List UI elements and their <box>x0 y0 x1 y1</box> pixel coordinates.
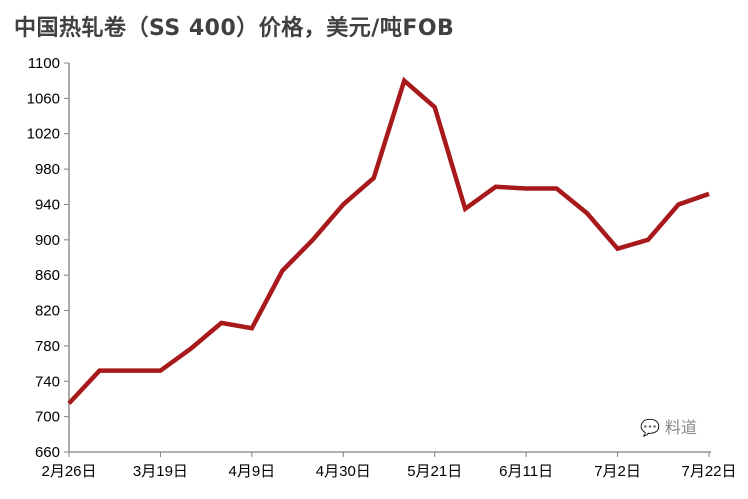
x-tick-label: 4月9日 <box>229 463 276 480</box>
watermark: 💬 料道 <box>640 418 697 438</box>
x-tick-label: 7月22日 <box>681 463 736 480</box>
x-tick-label: 6月11日 <box>499 463 553 480</box>
y-tick-label: 860 <box>35 267 60 284</box>
y-tick-label: 980 <box>35 161 60 178</box>
x-tick-label: 2月26日 <box>41 463 96 480</box>
x-tick-label: 7月2日 <box>594 463 641 480</box>
y-tick-label: 940 <box>35 196 60 213</box>
chart-title: 中国热轧卷（SS 400）价格，美元/吨FOB <box>14 16 455 41</box>
y-tick-label: 780 <box>35 338 60 355</box>
wechat-icon: 💬 <box>640 418 660 437</box>
x-tick-label: 4月30日 <box>316 463 371 480</box>
x-tick-label: 3月19日 <box>133 463 188 480</box>
y-tick-label: 820 <box>35 303 60 320</box>
y-tick-label: 900 <box>35 232 60 249</box>
watermark-text: 料道 <box>665 418 698 437</box>
y-tick-label: 700 <box>35 409 60 426</box>
series-line <box>67 76 710 405</box>
y-tick-label: 740 <box>35 373 60 390</box>
y-tick-label: 1020 <box>27 126 60 143</box>
y-tick-label: 660 <box>35 444 60 461</box>
x-tick-label: 5月21日 <box>407 463 462 480</box>
y-tick-label: 1060 <box>27 90 60 107</box>
y-tick-label: 1100 <box>28 55 60 72</box>
